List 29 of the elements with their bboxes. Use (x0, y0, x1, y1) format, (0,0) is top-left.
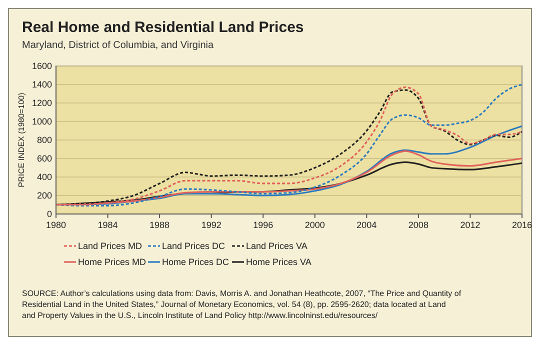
x-tick-label: 1980 (46, 220, 66, 230)
legend-label: Land Prices DC (162, 241, 226, 251)
y-tick-label: 1200 (32, 98, 52, 108)
y-tick-label: 0 (46, 209, 52, 219)
y-tick-label: 1600 (32, 61, 52, 71)
x-tick-label: 1984 (98, 220, 118, 230)
y-tick-label: 600 (36, 154, 52, 164)
source-note: SOURCE: Author’s calculations using data from: Davis, Morris A. and Jonathan Heathcote, 2007, “The Price and Quantity of Residential Land in the United States,” Journal of Monetary Economics, vol. 54 (8), pp. 2595-2620; data located at Land and Property Values in the U.S., Lincoln Institute of Land Policy http://www.lincolninst.edu/resources/ (22, 289, 462, 320)
x-tick-label: 2012 (460, 220, 480, 230)
chart-title: Real Home and Residential Land Prices (22, 19, 304, 36)
y-tick-label: 800 (36, 135, 52, 145)
y-tick-label: 400 (36, 172, 52, 182)
y-tick-label: 1400 (32, 80, 52, 90)
x-tick-label: 1992 (201, 220, 222, 230)
x-tick-label: 2016 (512, 220, 532, 230)
legend-label: Land Prices VA (246, 241, 308, 251)
x-tick-label: 2000 (304, 220, 325, 230)
legend-label: Home Prices MD (78, 257, 147, 267)
y-tick-label: 200 (36, 190, 52, 200)
y-axis-title: PRICE INDEX (1980=100) (17, 92, 26, 188)
legend-label: Land Prices MD (78, 241, 143, 251)
x-tick-label: 1996 (253, 220, 274, 230)
legend-label: Home Prices DC (162, 257, 230, 267)
x-tick-label: 1988 (150, 220, 170, 230)
x-tick-label: 2004 (356, 220, 377, 230)
y-tick-label: 1000 (32, 116, 52, 126)
x-tick-label: 2008 (408, 220, 428, 230)
chart-subtitle: Maryland, District of Columbia, and Virginia (22, 40, 214, 51)
legend-label: Home Prices VA (246, 257, 312, 267)
